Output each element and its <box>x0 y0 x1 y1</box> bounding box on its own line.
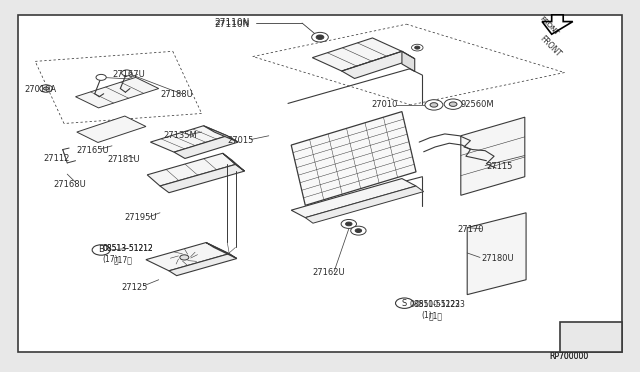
Circle shape <box>444 99 462 109</box>
Circle shape <box>425 100 443 110</box>
Text: 08513-51212: 08513-51212 <box>102 244 153 253</box>
Circle shape <box>312 32 328 42</box>
Polygon shape <box>461 117 525 195</box>
Text: 27167U: 27167U <box>112 70 145 79</box>
Text: S: S <box>402 299 407 308</box>
Text: 27110N: 27110N <box>214 20 250 29</box>
Text: 27165U: 27165U <box>77 146 109 155</box>
Polygon shape <box>147 153 236 186</box>
Text: 27195U: 27195U <box>125 213 157 222</box>
Polygon shape <box>291 112 416 205</box>
Text: （1）: （1） <box>429 311 443 320</box>
Polygon shape <box>160 164 244 193</box>
Text: 27110N: 27110N <box>214 18 250 27</box>
Polygon shape <box>76 77 159 108</box>
Text: 27010A: 27010A <box>24 85 56 94</box>
Polygon shape <box>150 126 227 152</box>
Text: 08513-51212: 08513-51212 <box>102 244 153 253</box>
Circle shape <box>415 46 420 49</box>
Polygon shape <box>169 254 237 276</box>
Text: 27112: 27112 <box>44 154 70 163</box>
Text: （17）: （17） <box>114 255 132 264</box>
Polygon shape <box>77 116 146 142</box>
Text: 27010: 27010 <box>371 100 397 109</box>
Text: (17): (17) <box>102 255 118 264</box>
Text: 27188U: 27188U <box>160 90 193 99</box>
Text: 27135M: 27135M <box>163 131 197 140</box>
Text: 27015: 27015 <box>227 136 253 145</box>
Text: FRONT: FRONT <box>539 16 559 36</box>
Text: B: B <box>98 246 104 254</box>
Text: (1): (1) <box>421 311 432 320</box>
Circle shape <box>396 298 413 308</box>
Circle shape <box>341 219 356 228</box>
Circle shape <box>180 255 189 260</box>
Text: 27115: 27115 <box>486 162 513 171</box>
Polygon shape <box>223 153 244 171</box>
Polygon shape <box>305 186 424 223</box>
Circle shape <box>316 35 324 39</box>
Text: RP700000: RP700000 <box>549 352 588 361</box>
Text: 08510-51223: 08510-51223 <box>410 300 460 309</box>
Text: FRONT: FRONT <box>538 34 563 58</box>
Text: 27162U: 27162U <box>312 268 345 277</box>
Polygon shape <box>204 126 238 142</box>
Circle shape <box>346 222 352 226</box>
Polygon shape <box>402 51 415 71</box>
Polygon shape <box>312 38 402 71</box>
Text: RP700000: RP700000 <box>549 352 588 361</box>
Polygon shape <box>174 136 238 158</box>
Circle shape <box>355 229 362 232</box>
Circle shape <box>449 102 457 106</box>
Text: 08510-51223: 08510-51223 <box>415 300 465 309</box>
Circle shape <box>92 245 110 255</box>
Polygon shape <box>146 243 229 271</box>
Text: 27168U: 27168U <box>53 180 86 189</box>
Polygon shape <box>342 51 415 78</box>
Circle shape <box>122 70 132 76</box>
Polygon shape <box>206 243 237 259</box>
Text: 27125: 27125 <box>122 283 148 292</box>
Circle shape <box>96 74 106 80</box>
Circle shape <box>412 44 423 51</box>
Polygon shape <box>560 322 622 352</box>
Circle shape <box>44 87 49 90</box>
Polygon shape <box>467 213 526 295</box>
Circle shape <box>351 226 366 235</box>
Polygon shape <box>291 179 416 218</box>
Text: 27180U: 27180U <box>481 254 514 263</box>
Circle shape <box>430 103 438 107</box>
Text: 27181U: 27181U <box>108 155 140 164</box>
Text: 92560M: 92560M <box>461 100 495 109</box>
Polygon shape <box>542 15 573 34</box>
Circle shape <box>40 85 52 92</box>
Text: 27170: 27170 <box>458 225 484 234</box>
